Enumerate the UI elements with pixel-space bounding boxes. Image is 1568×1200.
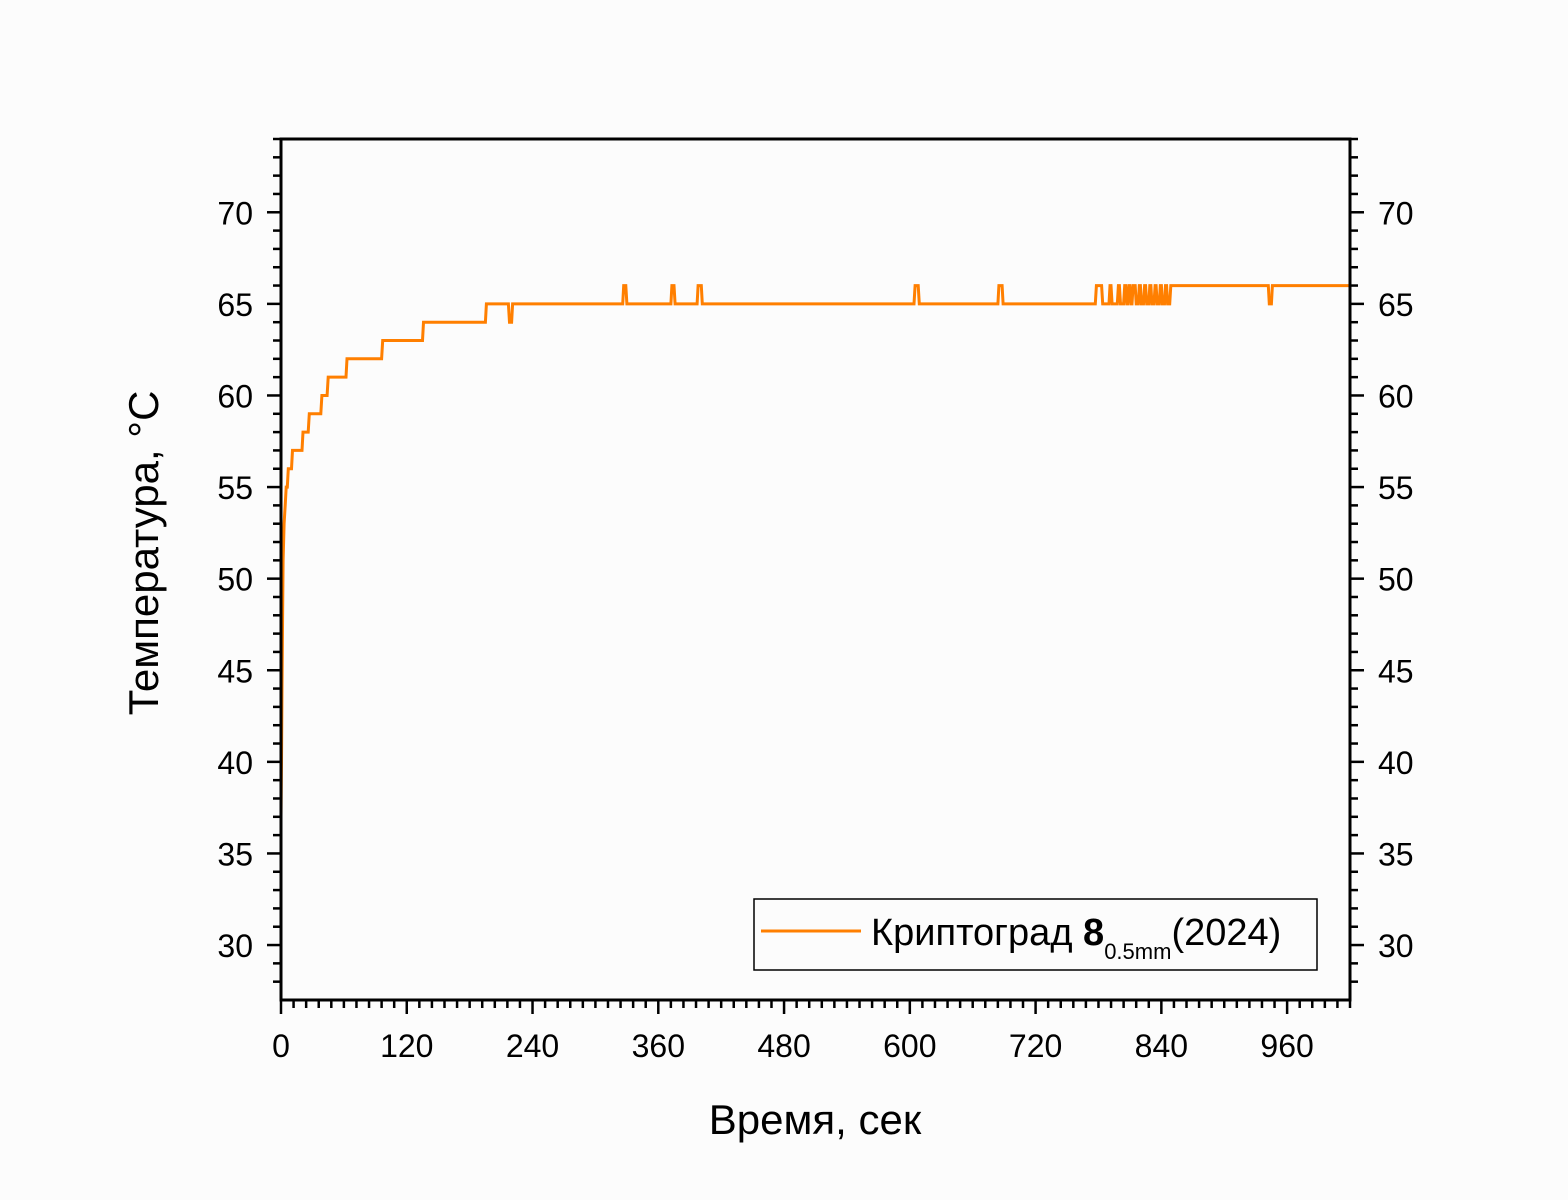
y-right-tick-label: 50 (1378, 562, 1414, 598)
y-right-tick-label: 60 (1378, 378, 1414, 414)
y-right-tick-label: 45 (1378, 653, 1414, 689)
y-left-tick-label: 60 (217, 378, 253, 414)
x-tick-label: 480 (757, 1028, 810, 1064)
x-tick-label: 840 (1135, 1028, 1188, 1064)
y-left-tick-label: 70 (217, 195, 253, 231)
legend-label-bold: 8 (1083, 912, 1104, 954)
plot-frame (279, 137, 1352, 1002)
tick-labels: 0 120 240 360 480 600 720 840 960 30 30 35 35 40 40 45 4… (217, 195, 1413, 1064)
y-right-tick-label: 35 (1378, 836, 1414, 872)
minor-ticks (273, 137, 1358, 1008)
x-tick-label: 240 (506, 1028, 559, 1064)
y-right-tick-label: 40 (1378, 745, 1414, 781)
y-left-tick-label: 45 (217, 653, 253, 689)
y-left-tick-label: 55 (217, 470, 253, 506)
y-left-tick-label: 30 (217, 928, 253, 964)
x-tick-label: 600 (883, 1028, 936, 1064)
y-right-tick-label: 55 (1378, 470, 1414, 506)
legend-box (753, 898, 1318, 971)
y-left-tick-label: 40 (217, 745, 253, 781)
x-tick-label: 360 (632, 1028, 685, 1064)
major-ticks (267, 211, 1364, 1014)
x-tick-label: 120 (380, 1028, 433, 1064)
y-axis-title: Температура, °C (120, 391, 167, 716)
y-right-tick-label: 30 (1378, 928, 1414, 964)
y-left-tick-label: 65 (217, 287, 253, 323)
x-axis-title: Время, сек (709, 1096, 922, 1143)
legend-label: Криптоград 80.5mm(2024) (871, 912, 1281, 964)
x-tick-label: 720 (1009, 1028, 1062, 1064)
legend: Криптоград 80.5mm(2024) (753, 898, 1318, 971)
x-tick-label: 0 (272, 1028, 290, 1064)
y-left-tick-label: 50 (217, 562, 253, 598)
series-line (279, 284, 1350, 817)
y-right-tick-label: 65 (1378, 287, 1414, 323)
legend-label-main: Криптоград (871, 912, 1083, 954)
legend-label-tail: (2024) (1171, 912, 1281, 954)
y-left-tick-label: 35 (217, 836, 253, 872)
legend-label-sub: 0.5mm (1104, 939, 1171, 964)
x-tick-label: 960 (1260, 1028, 1313, 1064)
y-right-tick-label: 70 (1378, 195, 1414, 231)
